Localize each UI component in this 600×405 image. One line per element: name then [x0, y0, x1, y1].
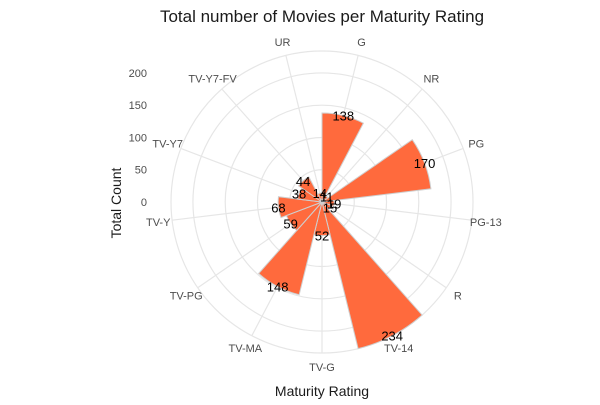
tick-label-tv-ma: TV-MA	[229, 343, 263, 355]
bar-pg	[321, 138, 432, 203]
radial-tick-150: 150	[129, 100, 147, 112]
tick-label-pg: PG	[468, 138, 484, 150]
chart-title: Total number of Movies per Maturity Rati…	[160, 7, 484, 26]
value-label-pg: 170	[414, 156, 436, 171]
x-axis-title: Maturity Rating	[275, 383, 369, 399]
radial-tick-0: 0	[141, 197, 147, 209]
tick-label-tv-g: TV-G	[309, 362, 335, 374]
grid-spoke-tv-y7	[180, 147, 323, 203]
value-label-tv-ma: 148	[267, 280, 289, 295]
value-label-ur: 14	[313, 186, 327, 201]
bars	[257, 112, 432, 350]
tick-label-tv-y: TV-Y	[146, 217, 171, 229]
bar-tv-y7-fv	[297, 176, 323, 203]
grid-spoke-pg-13	[321, 201, 472, 221]
bar-tv-ma	[257, 201, 323, 296]
value-label-tv-y7-fv: 44	[296, 174, 310, 189]
bar-ur	[317, 192, 323, 203]
value-label-nr: 11	[320, 190, 334, 205]
value-label-tv-y7: 38	[292, 186, 306, 201]
tick-label-tv-y7: TV-Y7	[152, 138, 183, 150]
bar-tv-14	[321, 201, 423, 350]
tick-label-tv-y7-fv: TV-Y7-FV	[188, 74, 237, 86]
value-label-tv-y: 68	[271, 200, 285, 215]
bar-tv-y	[277, 196, 323, 219]
value-label-tv-14: 234	[381, 329, 403, 344]
grid-spoke-r	[321, 201, 447, 289]
value-label-g: 138	[332, 109, 354, 124]
grid-spoke-nr	[321, 88, 423, 203]
tick-label-pg-13: PG-13	[470, 217, 502, 229]
value-label-tv-g: 52	[315, 229, 329, 244]
tick-label-ur: UR	[275, 37, 291, 49]
tick-label-tv-14: TV-14	[384, 343, 413, 355]
tick-label-g: G	[357, 37, 366, 49]
bar-g	[321, 112, 365, 203]
radial-tick-200: 200	[129, 68, 147, 80]
bar-pg-13	[321, 199, 335, 207]
value-label-pg-13: 19	[327, 196, 341, 211]
tick-label-nr: NR	[423, 74, 439, 86]
category-ticks: G NR PG PG-13 R TV-14 TV-G TV-MA TV-PG TV-Y TV-Y7 T…	[146, 37, 502, 374]
radial-tick-50: 50	[135, 165, 147, 177]
y-axis-title: Total Count	[108, 167, 124, 238]
radial-ticks: 0 50 100 150 200	[129, 68, 147, 209]
value-label-tv-pg: 59	[283, 217, 297, 232]
grid-spoke-ur	[285, 55, 323, 203]
tick-label-tv-pg: TV-PG	[170, 291, 203, 303]
value-label-r: 15	[323, 201, 337, 216]
radial-tick-100: 100	[129, 132, 147, 144]
tick-label-r: R	[454, 291, 462, 303]
